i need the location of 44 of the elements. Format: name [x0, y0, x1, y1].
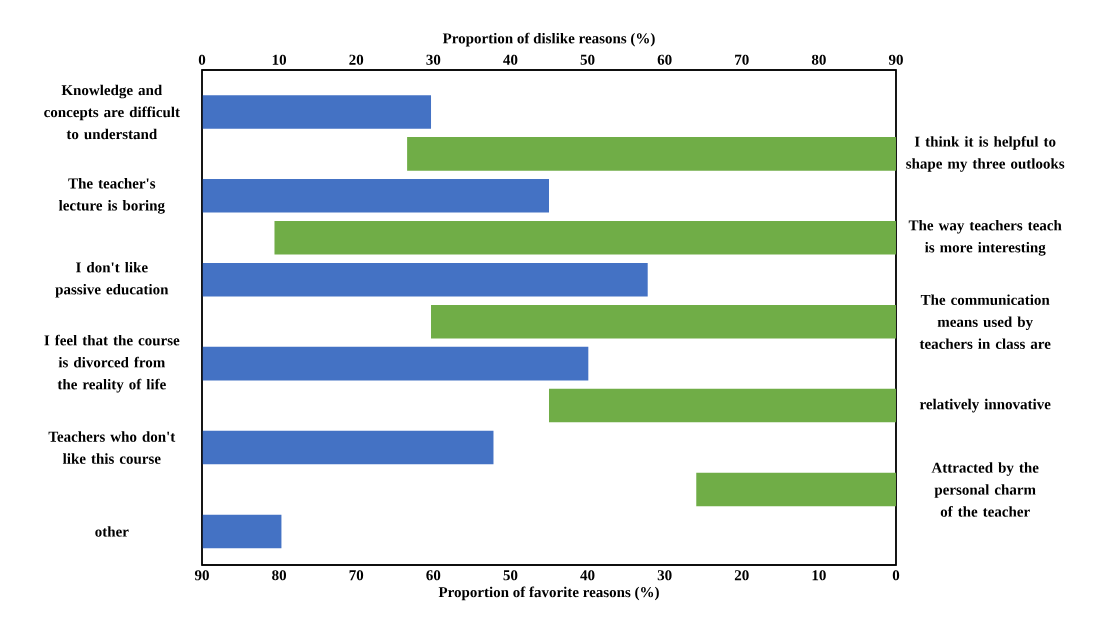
x-tick-label: 50 [580, 54, 595, 65]
bar [431, 304, 896, 339]
x-tick-label: 70 [735, 54, 749, 65]
bar [202, 95, 432, 129]
x-tick-label: 0 [198, 54, 206, 65]
y-tick-label: The way teachers teach is more interesting [908, 219, 1062, 256]
x-tick-label: 50 [503, 570, 518, 581]
x-axis-title: Proportion of favorite reasons (%) [438, 586, 659, 601]
y-tick-label: Attracted by the personal charm of the teacher [931, 462, 1039, 517]
x-tick-label: 80 [811, 54, 826, 65]
x-tick-label: 90 [194, 570, 209, 581]
bar [202, 514, 282, 549]
y-tick-label: Knowledge and concepts are difficult to understand [44, 84, 180, 140]
x-tick-label: 70 [349, 570, 364, 581]
x-tick-label: 60 [657, 54, 672, 65]
y-tick-label: The communication means used by teachers in class are [919, 294, 1051, 349]
x-tick-label: 90 [888, 54, 903, 65]
bar [696, 472, 896, 507]
x-tick-label: 60 [426, 570, 441, 581]
x-tick-label: 30 [426, 54, 441, 65]
bar [274, 221, 896, 255]
x-tick-label: 10 [812, 570, 826, 581]
y-tick-label: other [95, 526, 129, 537]
bar [202, 430, 494, 465]
x-tick-label: 30 [657, 570, 672, 581]
x-axis-title: Proportion of dislike reasons (%) [442, 32, 655, 47]
x-tick-label: 20 [734, 570, 749, 581]
y-tick-label: Teachers who don't like this course [48, 431, 176, 464]
y-tick-label: The teacher's lecture is boring [58, 177, 165, 214]
y-tick-label: relatively innovative [919, 398, 1051, 413]
x-tick-label: 20 [349, 54, 364, 65]
bar [407, 137, 896, 171]
bar [548, 388, 896, 423]
x-tick-label: 80 [272, 570, 287, 581]
y-tick-label: I don't like passive education [55, 261, 169, 298]
x-tick-label: 0 [892, 570, 900, 581]
x-tick-label: 40 [503, 54, 518, 65]
bar [202, 346, 589, 381]
x-tick-label: 10 [272, 54, 287, 65]
bar [202, 262, 648, 297]
y-tick-label: I think it is helpful to shape my three outlooks [906, 136, 1065, 172]
bar [202, 179, 549, 213]
y-tick-label: I feel that the course is divorced from the reality of life [44, 334, 180, 393]
x-tick-label: 40 [580, 570, 595, 581]
